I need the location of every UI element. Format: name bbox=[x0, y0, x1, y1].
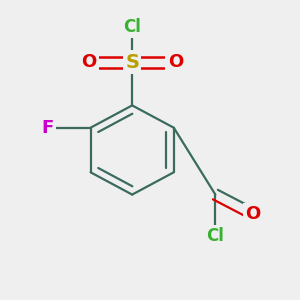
Text: F: F bbox=[41, 119, 54, 137]
Text: O: O bbox=[81, 53, 97, 71]
Text: O: O bbox=[245, 205, 260, 223]
Text: Cl: Cl bbox=[206, 227, 224, 245]
Text: S: S bbox=[125, 53, 139, 72]
Text: O: O bbox=[168, 53, 183, 71]
Text: Cl: Cl bbox=[123, 18, 141, 36]
